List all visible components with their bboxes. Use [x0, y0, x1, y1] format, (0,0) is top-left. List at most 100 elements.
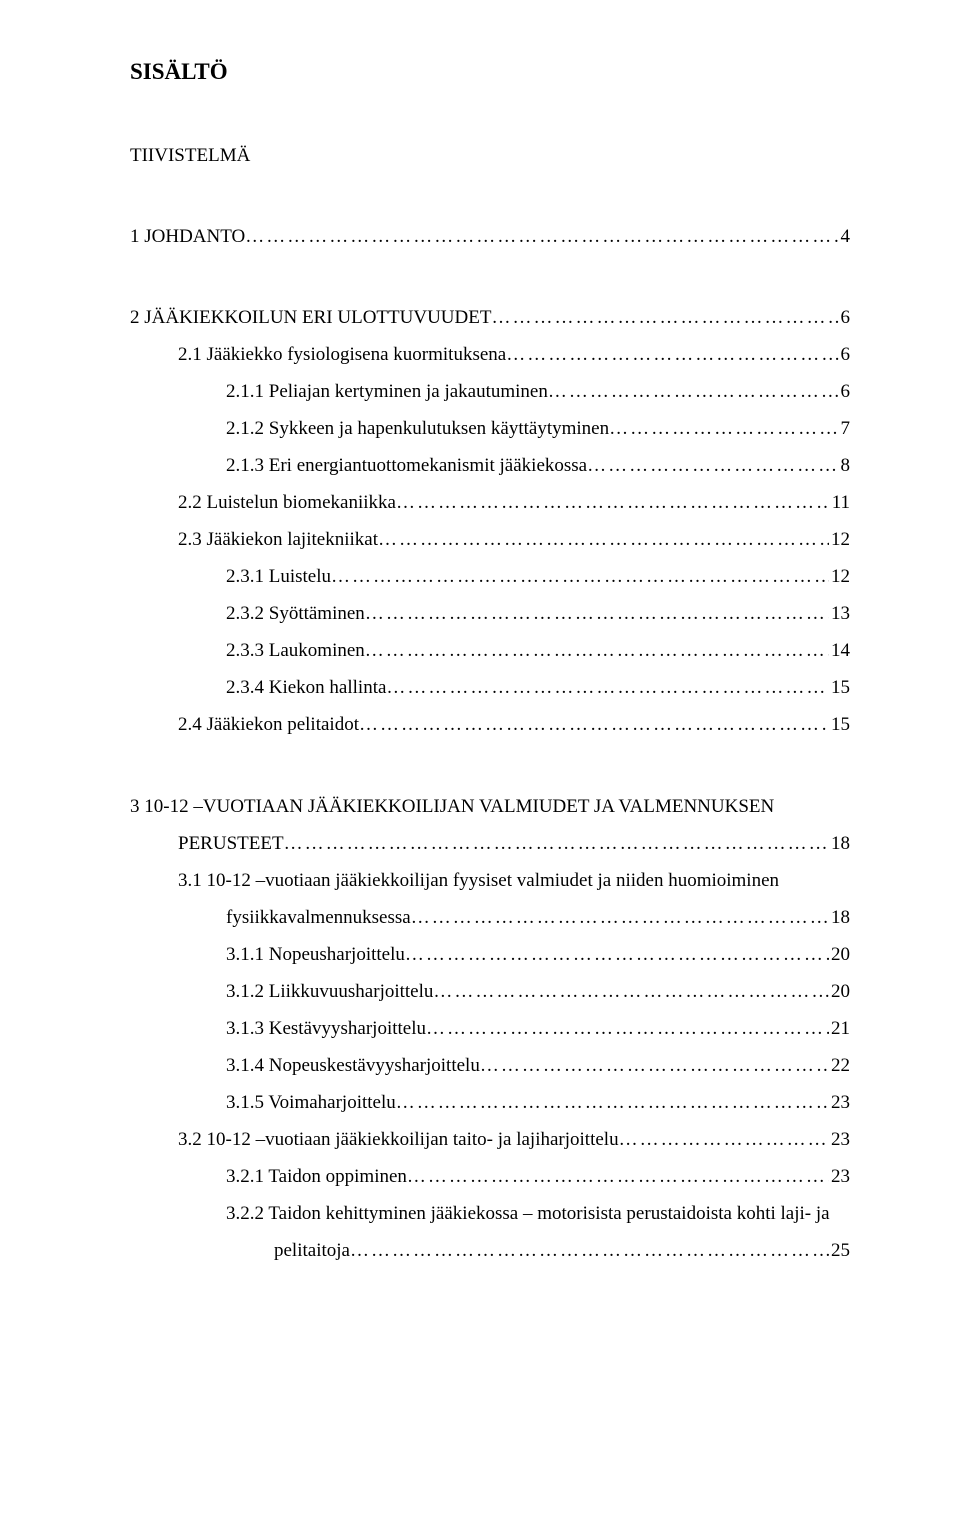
- toc-row: 2.1.2 Sykkeen ja hapenkulutuksen käyttäy…: [130, 410, 850, 447]
- page-title: SISÄLTÖ: [130, 50, 850, 95]
- toc-leader: ……………………………………………………………………………………………………………: [378, 521, 829, 558]
- toc-label: PERUSTEET: [178, 825, 284, 862]
- toc-label: 2 JÄÄKIEKKOILUN ERI ULOTTUVUUDET: [130, 299, 491, 336]
- toc-page: 13: [829, 595, 850, 632]
- toc-leader: ……………………………………………………………………………………………………………: [365, 595, 829, 632]
- toc-label: 2.3 Jääkiekon lajitekniikat: [178, 521, 378, 558]
- toc-page: 21: [829, 1010, 850, 1047]
- toc-row: 2.3.3 Laukominen ………………………………………………………………: [130, 632, 850, 669]
- toc-label: 3.1 10-12 –vuotiaan jääkiekkoilijan fyys…: [178, 862, 779, 899]
- toc-row: 3 10-12 –VUOTIAAN JÄÄKIEKKOILIJAN VALMIU…: [130, 788, 850, 825]
- toc-page: 4: [839, 218, 851, 255]
- toc-page: 20: [829, 973, 850, 1010]
- toc-leader: ……………………………………………………………………………………………………………: [407, 1158, 829, 1195]
- toc-row: 1 JOHDANTO ………………………………………………………………………………: [130, 218, 850, 255]
- toc-page: 6: [839, 373, 851, 410]
- toc-row: 3.1.3 Kestävyysharjoittelu ……………………………………: [130, 1010, 850, 1047]
- toc-label: 2.3.1 Luistelu: [226, 558, 331, 595]
- toc-label: 2.3.4 Kiekon hallinta: [226, 669, 386, 706]
- toc-leader: ……………………………………………………………………………………………………………: [480, 1047, 829, 1084]
- toc-label: TIIVISTELMÄ: [130, 137, 250, 174]
- toc-leader: ……………………………………………………………………………………………………………: [350, 1232, 829, 1269]
- toc-page: 23: [829, 1084, 850, 1121]
- toc-label: 3.1.5 Voimaharjoittelu: [226, 1084, 396, 1121]
- toc-leader: ……………………………………………………………………………………………………………: [433, 973, 829, 1010]
- toc-row: 2.4 Jääkiekon pelitaidot …………………………………………: [130, 706, 850, 743]
- toc-row: 3.1.2 Liikkuvuusharjoittelu …………………………………: [130, 973, 850, 1010]
- toc-label: 2.2 Luistelun biomekaniikka: [178, 484, 396, 521]
- toc-label: 3.1.2 Liikkuvuusharjoittelu: [226, 973, 433, 1010]
- toc-label: fysiikkavalmennuksessa: [226, 899, 411, 936]
- toc-group-3: 3 10-12 –VUOTIAAN JÄÄKIEKKOILIJAN VALMIU…: [130, 788, 850, 1270]
- toc-page: 12: [829, 521, 850, 558]
- toc-page: 8: [839, 447, 851, 484]
- toc-leader: ……………………………………………………………………………………………………………: [331, 558, 829, 595]
- toc-page: 6: [839, 299, 851, 336]
- toc-row: 2 JÄÄKIEKKOILUN ERI ULOTTUVUUDET ……………………: [130, 299, 850, 336]
- toc-label: 3 10-12 –VUOTIAAN JÄÄKIEKKOILIJAN VALMIU…: [130, 788, 774, 825]
- toc-row: 3.2.2 Taidon kehittyminen jääkiekossa – …: [130, 1195, 850, 1232]
- toc-row: 2.1 Jääkiekko fysiologisena kuormituksen…: [130, 336, 850, 373]
- toc-row-continuation: PERUSTEET …………………………………………………………………………………: [130, 825, 850, 862]
- toc-page: 6: [839, 336, 851, 373]
- toc-row: 3.1 10-12 –vuotiaan jääkiekkoilijan fyys…: [130, 862, 850, 899]
- toc-label: 2.1.1 Peliajan kertyminen ja jakautumine…: [226, 373, 548, 410]
- toc-label: 3.1.1 Nopeusharjoittelu: [226, 936, 405, 973]
- toc-leader: ……………………………………………………………………………………………………………: [587, 447, 838, 484]
- toc-label: 3.2.2 Taidon kehittyminen jääkiekossa – …: [226, 1195, 830, 1232]
- toc-leader: ……………………………………………………………………………………………………………: [365, 632, 829, 669]
- toc-leader: ……………………………………………………………………………………………………………: [548, 373, 839, 410]
- toc-group-1: 1 JOHDANTO ………………………………………………………………………………: [130, 218, 850, 255]
- toc-leader: ……………………………………………………………………………………………………………: [405, 936, 829, 973]
- toc-row: 2.2 Luistelun biomekaniikka …………………………………: [130, 484, 850, 521]
- toc-page: 12: [829, 558, 850, 595]
- toc-page: 23: [829, 1121, 850, 1158]
- toc-row: 3.1.4 Nopeuskestävyysharjoittelu ……………………: [130, 1047, 850, 1084]
- toc-group-2: 2 JÄÄKIEKKOILUN ERI ULOTTUVUUDET ……………………: [130, 299, 850, 744]
- toc-page: 15: [829, 669, 850, 706]
- toc-group-tiivistelma: TIIVISTELMÄ: [130, 137, 850, 174]
- toc-label: pelitaitoja: [274, 1232, 350, 1269]
- toc-label: 3.1.3 Kestävyysharjoittelu: [226, 1010, 426, 1047]
- toc-label: 2.1 Jääkiekko fysiologisena kuormituksen…: [178, 336, 506, 373]
- toc-row: 2.1.1 Peliajan kertyminen ja jakautumine…: [130, 373, 850, 410]
- toc-row: 2.3.2 Syöttäminen ……………………………………………………………: [130, 595, 850, 632]
- toc-row: 3.1.5 Voimaharjoittelu ………………………………………………: [130, 1084, 850, 1121]
- toc-page: 22: [829, 1047, 850, 1084]
- toc-row-continuation: pelitaitoja ……………………………………………………………………………: [130, 1232, 850, 1269]
- toc-row: TIIVISTELMÄ: [130, 137, 850, 174]
- toc-row: 2.3 Jääkiekon lajitekniikat …………………………………: [130, 521, 850, 558]
- toc-label: 1 JOHDANTO: [130, 218, 245, 255]
- toc-leader: ……………………………………………………………………………………………………………: [491, 299, 838, 336]
- toc-row: 2.3.1 Luistelu ……………………………………………………………………: [130, 558, 850, 595]
- toc-page: 15: [829, 706, 850, 743]
- toc-page: 7: [839, 410, 851, 447]
- toc-page: 18: [829, 899, 850, 936]
- toc-label: 3.1.4 Nopeuskestävyysharjoittelu: [226, 1047, 480, 1084]
- toc-leader: ……………………………………………………………………………………………………………: [386, 669, 829, 706]
- toc-leader: ……………………………………………………………………………………………………………: [245, 218, 838, 255]
- toc-label: 3.2.1 Taidon oppiminen: [226, 1158, 407, 1195]
- toc-row: 3.2.1 Taidon oppiminen ………………………………………………: [130, 1158, 850, 1195]
- toc-label: 2.3.3 Laukominen: [226, 632, 365, 669]
- toc-leader: ……………………………………………………………………………………………………………: [396, 1084, 829, 1121]
- toc-leader: ……………………………………………………………………………………………………………: [411, 899, 829, 936]
- toc-row: 2.1.3 Eri energiantuottomekanismit jääki…: [130, 447, 850, 484]
- toc-leader: ……………………………………………………………………………………………………………: [284, 825, 829, 862]
- toc-row-continuation: fysiikkavalmennuksessa ………………………………………………: [130, 899, 850, 936]
- toc-leader: ……………………………………………………………………………………………………………: [619, 1121, 829, 1158]
- toc-leader: ……………………………………………………………………………………………………………: [506, 336, 838, 373]
- toc-leader: ……………………………………………………………………………………………………………: [396, 484, 830, 521]
- toc-page: 23: [829, 1158, 850, 1195]
- toc-label: 2.3.2 Syöttäminen: [226, 595, 365, 632]
- toc-row: 3.2 10-12 –vuotiaan jääkiekkoilijan tait…: [130, 1121, 850, 1158]
- toc-row: 3.1.1 Nopeusharjoittelu ……………………………………………: [130, 936, 850, 973]
- toc-label: 3.2 10-12 –vuotiaan jääkiekkoilijan tait…: [178, 1121, 619, 1158]
- toc-label: 2.1.3 Eri energiantuottomekanismit jääki…: [226, 447, 587, 484]
- toc-page: 18: [829, 825, 850, 862]
- toc-label: 2.1.2 Sykkeen ja hapenkulutuksen käyttäy…: [226, 410, 609, 447]
- toc-leader: ……………………………………………………………………………………………………………: [609, 410, 838, 447]
- toc-page: 20: [829, 936, 850, 973]
- toc-row: 2.3.4 Kiekon hallinta …………………………………………………: [130, 669, 850, 706]
- toc-label: 2.4 Jääkiekon pelitaidot: [178, 706, 359, 743]
